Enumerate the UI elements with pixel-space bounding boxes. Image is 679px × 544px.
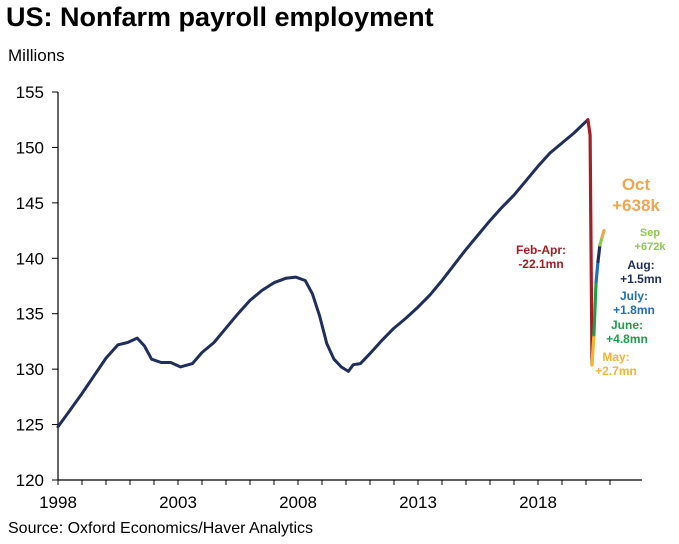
y-tick-label: 125 (16, 416, 44, 435)
annotation-line: +638k (612, 196, 660, 215)
x-tick-label: 2003 (159, 493, 197, 512)
annotation-line: Sep (640, 227, 660, 239)
y-axis-unit-label: Millions (8, 46, 65, 65)
series-segment-5 (596, 243, 602, 264)
axes (57, 92, 642, 481)
series-segment-2 (590, 333, 596, 367)
annotation-label: Oct +638k (612, 175, 660, 215)
series-lines (56, 118, 606, 429)
annotation-label: Feb-Apr: -22.1mn (516, 243, 566, 271)
annotation-line: +672k (635, 241, 667, 253)
x-ticks: 1998 2003 2008 2013 2018 (39, 480, 611, 512)
annotation-label: July: +1.8mn (613, 289, 655, 317)
series-line-payrolls (56, 118, 590, 429)
y-tick-label: 150 (16, 138, 44, 157)
y-tick-label: 145 (16, 194, 44, 213)
annotation-line: Feb-Apr: (516, 243, 566, 257)
x-tick-label: 2008 (279, 493, 317, 512)
annotation-line: +1.8mn (613, 303, 655, 317)
annotation-label: Sep +672k (635, 227, 667, 253)
annotation-line: Aug: (627, 258, 654, 272)
annotation-label: May: +2.7mn (595, 350, 637, 378)
y-tick-label: 120 (16, 471, 44, 490)
annotation-line: +2.7mn (595, 364, 637, 378)
series-segment-7 (600, 229, 606, 239)
series-segment-1 (586, 118, 594, 367)
y-ticks: 120 125 130 135 140 145 150 155 (16, 83, 58, 490)
annotation-line: +1.5mn (620, 272, 662, 286)
x-tick-label: 1998 (39, 493, 77, 512)
annotation-line: +4.8mn (606, 332, 648, 346)
y-tick-label: 135 (16, 305, 44, 324)
annotation-line: -22.1mn (518, 257, 563, 271)
y-tick-label: 155 (16, 83, 44, 102)
chart-title: US: Nonfarm payroll employment (6, 2, 434, 32)
annotation-label: June: +4.8mn (606, 318, 648, 346)
annotation-label: Aug: +1.5mn (620, 258, 662, 286)
annotation-line: May: (602, 350, 629, 364)
annotation-line: Oct (622, 175, 651, 194)
series-segment-3 (592, 280, 598, 337)
x-tick-label: 2018 (519, 493, 557, 512)
annotations: Oct +638k Sep +672k Feb-Apr: -22.1mn Aug: +1.5m… (516, 175, 666, 378)
annotation-line: July: (620, 289, 648, 303)
y-tick-label: 140 (16, 249, 44, 268)
source-note: Source: Oxford Economics/Haver Analytics (8, 520, 314, 537)
y-tick-label: 130 (16, 360, 44, 379)
annotation-line: June: (611, 318, 643, 332)
series-segment-4 (594, 260, 600, 284)
x-tick-label: 2013 (399, 493, 437, 512)
